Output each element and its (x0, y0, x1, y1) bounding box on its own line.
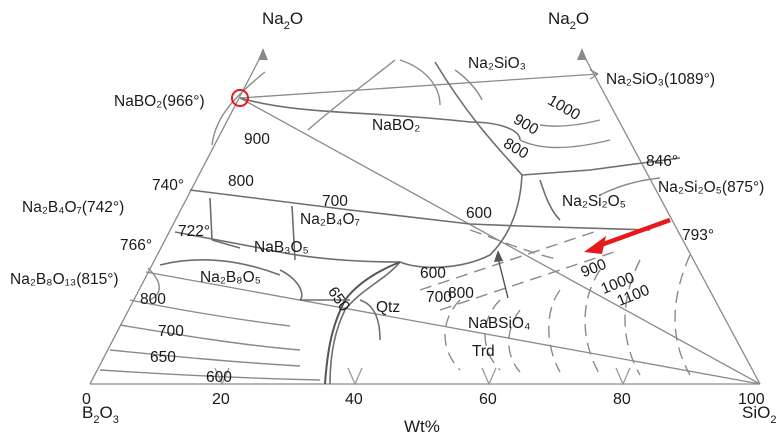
apex-b2o3: B2O3 (82, 403, 119, 426)
field-na2si2o5: Na₂Si₂O₅ (562, 193, 626, 210)
iso-600-mid: 600 (466, 205, 492, 222)
label-na2b8o13-point: Na₂B₈O₁₃(815°) (10, 271, 119, 288)
field-boundaries (159, 61, 681, 385)
field-nabsio4: NaBSiO₄ (468, 315, 530, 332)
iso-900-top: 900 (510, 111, 541, 139)
iso-800-left: 800 (228, 173, 254, 190)
iso-800-bl: 800 (140, 291, 166, 308)
label-na2si2o5-point: Na₂Si₂O₅(875°) (658, 179, 764, 196)
field-qtz: Qtz (376, 299, 400, 316)
field-nab3o5: NaB₃O₅ (254, 239, 309, 256)
red-arrow (584, 217, 671, 254)
apex-na2o-right: Na2O (548, 9, 589, 32)
iso-900-left: 900 (244, 131, 270, 148)
iso-800-top: 800 (500, 135, 531, 163)
field-na2b8o5: Na₂B₈O₅ (200, 269, 261, 286)
label-na2b4o7-point: Na₂B₄O₇(742°) (22, 199, 124, 216)
field-trd: Trd (472, 343, 495, 360)
temp-740: 740° (152, 177, 184, 194)
temp-722: 722° (178, 223, 210, 240)
iso-700-bl: 700 (158, 323, 184, 340)
temp-846: 846° (646, 153, 678, 170)
iso-600-bl: 600 (206, 369, 232, 386)
iso-800-low-visible: 800 (448, 285, 474, 302)
iso-650-bl: 650 (150, 349, 176, 366)
tick-20: 20 (212, 391, 230, 408)
nabo2-marker-circle (231, 89, 249, 107)
iso-1000-top: 1000 (545, 92, 584, 124)
tick-60: 60 (479, 391, 497, 408)
direction-arrows (494, 250, 509, 299)
label-nabo2-point: NaBO₂(966°) (114, 93, 205, 110)
axis-title: Wt% (404, 417, 440, 434)
triangle-frame (89, 48, 761, 385)
field-na2sio3: Na₂SiO₃ (468, 55, 526, 72)
iso-700-low: 700 (426, 289, 452, 306)
field-na2b4o7: Na₂B₄O₇ (300, 211, 360, 228)
iso-650-low: 650 (324, 284, 353, 315)
iso-600-low: 600 (420, 265, 446, 282)
join-lines (145, 69, 761, 385)
tick-40: 40 (345, 391, 363, 408)
temp-793: 793° (682, 227, 714, 244)
tick-0: 0 (82, 391, 91, 408)
iso-900-r: 900 (579, 256, 610, 282)
temp-766: 766° (120, 237, 152, 254)
label-na2sio3-point: Na₂SiO₃(1089°) (606, 71, 715, 88)
iso-700-mid: 700 (322, 193, 348, 210)
apex-na2o-left: Na2O (262, 9, 303, 32)
isotherms (99, 59, 691, 381)
base-ticks (214, 367, 631, 386)
field-nabo2: NaBO₂ (372, 117, 420, 134)
tick-100: 100 (738, 391, 765, 408)
tick-80: 80 (613, 391, 631, 408)
apex-sio2: SiO2 (742, 403, 776, 426)
